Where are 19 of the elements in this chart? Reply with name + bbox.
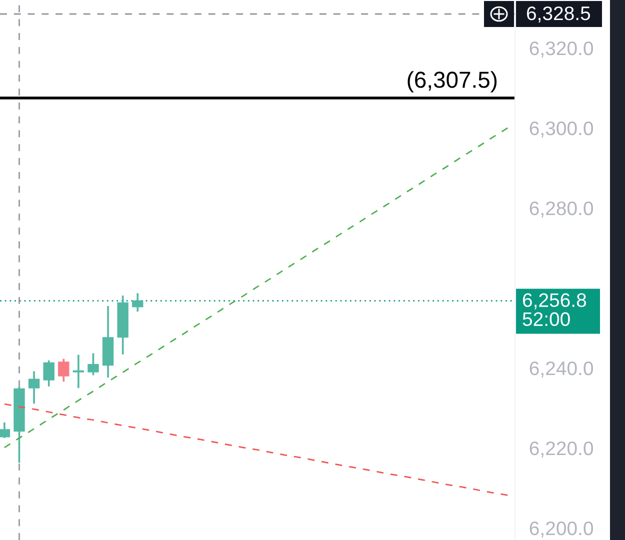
- ref-line-label: 6,256.8: [522, 293, 586, 310]
- y-tick-label: 6,280.0: [530, 201, 594, 218]
- candlestick: [43, 359, 54, 388]
- line-series: [4, 403, 508, 496]
- ref-line-label: 6,328.5: [526, 6, 590, 23]
- y-tick-label: 6,200.0: [530, 521, 594, 538]
- y-tick-label: 6,320.0: [530, 41, 594, 58]
- y-tick-label: 6,300.0: [530, 121, 594, 138]
- line-series: [4, 127, 508, 448]
- candlestick: [0, 421, 10, 439]
- ref-line-label: (6,307.5): [408, 71, 497, 92]
- text: 52:00: [522, 312, 570, 326]
- candlestick: [28, 370, 40, 405]
- candlestick: [72, 354, 84, 389]
- y-tick-label: 6,240.0: [530, 361, 594, 378]
- y-tick-label: 6,220.0: [530, 441, 594, 458]
- candlestick: [132, 292, 144, 313]
- candlestick: [58, 358, 70, 383]
- candlestick: [88, 352, 99, 376]
